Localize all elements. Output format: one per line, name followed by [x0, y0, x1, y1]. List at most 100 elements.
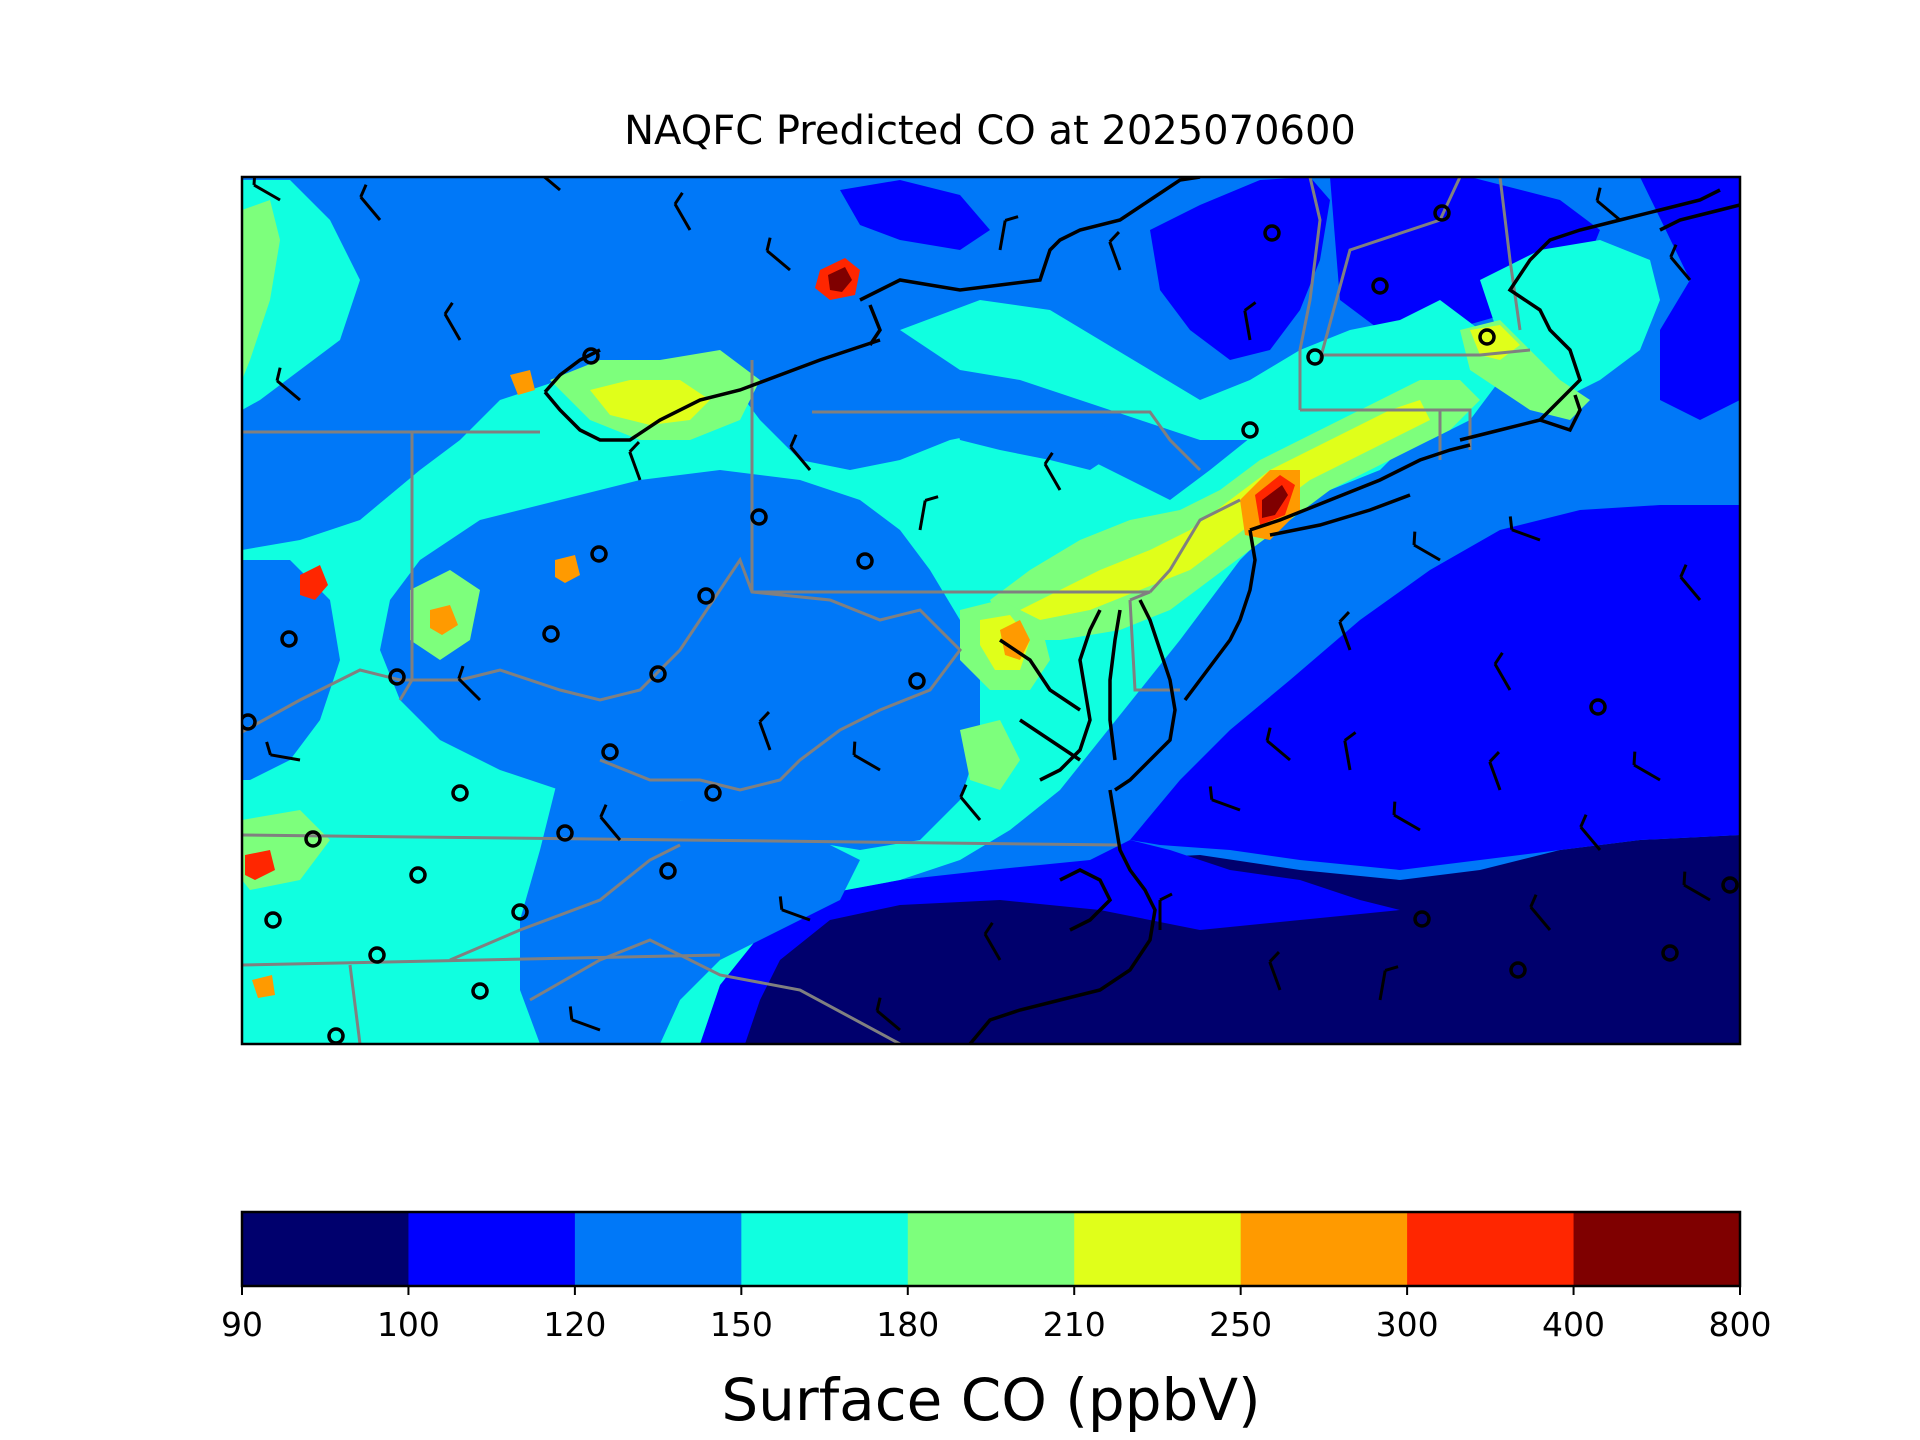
- coast-new-england: [1459, 188, 1721, 442]
- co-region-yellow-corridor: [1020, 400, 1430, 620]
- colorbar: 90 100 120 150 180 210 250 300 400 800: [221, 1210, 1772, 1344]
- calm-wind-circle: [280, 630, 298, 648]
- calm-wind-circle: [590, 545, 608, 563]
- coast-chesapeake-west: [1039, 609, 1102, 782]
- coast-great-lakes-west: [543, 348, 601, 394]
- calm-wind-circle: [697, 587, 715, 605]
- calm-wind-circle: [582, 347, 600, 365]
- colorbar-tick-label: 180: [876, 1305, 939, 1344]
- co-hotspot-nyc-dark: [1262, 485, 1288, 518]
- wind-barb: [789, 434, 812, 471]
- border-nh-me: [1498, 177, 1522, 331]
- colorbar-tick-label: 210: [1043, 1305, 1106, 1344]
- colorbar-swatch: [1573, 1212, 1741, 1286]
- calm-wind-circle: [368, 946, 386, 964]
- co-hotspot-orange-pa: [555, 555, 580, 583]
- calm-wind-circle: [704, 784, 722, 802]
- border-ma-north: [1320, 348, 1531, 357]
- coast-lake-erie: [543, 338, 881, 442]
- calm-wind-circle: [304, 830, 322, 848]
- calm-wind-circle: [409, 866, 427, 884]
- calm-wind-circle: [451, 784, 469, 802]
- colorbar-tick-label: 150: [710, 1305, 773, 1344]
- wind-barb: [1338, 611, 1352, 651]
- co-region-low-north: [840, 180, 990, 250]
- border-tn-nc: [242, 953, 721, 967]
- wind-barb: [1682, 871, 1711, 902]
- wind-barb: [1343, 731, 1357, 771]
- state-borders: [242, 177, 1531, 1044]
- wind-barb: [568, 1006, 601, 1032]
- wind-barb: [778, 896, 811, 922]
- colorbar-swatch: [1240, 1212, 1408, 1286]
- colorbar-swatch: [1407, 1212, 1575, 1286]
- co-region-low-ocean: [1130, 505, 1740, 870]
- wind-barb: [628, 441, 642, 481]
- wind-barb: [1265, 727, 1291, 762]
- wind-barb: [1488, 751, 1502, 791]
- border-ny-vt: [1298, 177, 1322, 410]
- co-hotspot-sw-red: [245, 850, 275, 880]
- calm-wind-circle: [750, 508, 768, 526]
- wind-barb: [1392, 801, 1421, 832]
- wind-barb: [1632, 751, 1661, 782]
- wind-barb: [599, 804, 622, 841]
- calm-wind-circle: [1433, 204, 1451, 222]
- colorbar-swatch: [408, 1212, 576, 1286]
- co-region-low-northeast: [1150, 177, 1330, 360]
- wind-barb: [443, 301, 462, 341]
- colorbar-tick-label: 120: [543, 1305, 606, 1344]
- colorbar-tick-label: 300: [1376, 1305, 1439, 1344]
- coast-pamlico: [1059, 868, 1113, 932]
- colorbar-swatch: [907, 1212, 1075, 1286]
- calm-wind-circle: [511, 903, 529, 921]
- colorbar-tick-label: 800: [1709, 1305, 1772, 1344]
- calm-wind-circle: [659, 862, 677, 880]
- co-hotspot-dc-orange: [1000, 620, 1030, 660]
- wind-barb: [983, 921, 1002, 961]
- co-hotspot-orange-ohio: [430, 605, 458, 635]
- wind-barb: [1412, 531, 1441, 562]
- wind-barb: [1268, 951, 1282, 991]
- map-frame: [240, 175, 1742, 1046]
- co-region-mid-cyan-3: [900, 300, 1500, 440]
- coast-chesapeake-east: [1108, 609, 1122, 761]
- calm-wind-circle: [1413, 910, 1431, 928]
- wind-barb: [765, 237, 791, 272]
- border-ky-va: [242, 668, 460, 734]
- co-region-interior-1: [380, 470, 980, 850]
- wind-barb: [1669, 244, 1692, 281]
- wind-barb: [1208, 786, 1241, 812]
- colorbar-frame: [240, 1210, 1742, 1288]
- co-hotspot-toronto-dark: [828, 267, 852, 292]
- wind-barbs: [252, 177, 1711, 1032]
- colorbar-swatch: [574, 1212, 742, 1286]
- colorbar-label: Surface CO (ppbV): [721, 1366, 1260, 1434]
- colorbar-tick-label: 90: [221, 1305, 263, 1344]
- colorbar-tick-label: 400: [1542, 1305, 1605, 1344]
- calm-wind-circle: [1478, 328, 1496, 346]
- map-title: NAQFC Predicted CO at 2025070600: [624, 108, 1356, 154]
- co-hotspot-orange-buffalo: [510, 370, 535, 395]
- co-region-low-ne-ocean: [1640, 177, 1740, 420]
- coast-potomac: [999, 638, 1081, 712]
- co-region-interior-4: [950, 390, 1120, 470]
- colorbar-swatch: [741, 1212, 909, 1286]
- coast-delmarva: [1114, 599, 1177, 792]
- colorbar-swatch: [1074, 1212, 1242, 1286]
- wind-barb: [1243, 301, 1257, 341]
- wind-barb: [673, 191, 692, 231]
- wind-barb: [1493, 651, 1512, 691]
- calm-wind-circle: [471, 982, 489, 1000]
- calm-wind-circle: [556, 824, 574, 842]
- border-ny-pa: [812, 410, 1202, 472]
- calm-wind-circle: [242, 713, 257, 731]
- wind-barb: [758, 711, 772, 751]
- co-hotspot-west-red: [300, 565, 328, 600]
- border-nc-sc: [529, 938, 901, 1044]
- wind-barb: [1579, 814, 1602, 851]
- wind-barb: [918, 495, 939, 531]
- border-de-md: [1128, 599, 1180, 692]
- wind-barb: [875, 997, 901, 1032]
